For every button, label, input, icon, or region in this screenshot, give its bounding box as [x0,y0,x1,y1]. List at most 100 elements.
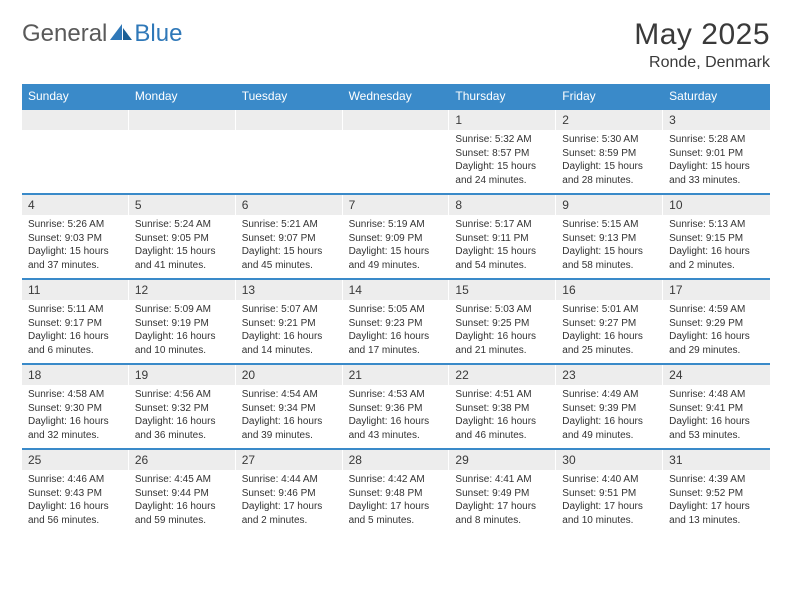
daylight-text: Daylight: 16 hours and 6 minutes. [28,330,123,357]
sunrise-text: Sunrise: 4:54 AM [242,388,337,402]
sunset-text: Sunset: 8:59 PM [562,147,657,161]
daylight-text: Daylight: 15 hours and 45 minutes. [242,245,337,272]
day-number: 12 [129,280,236,300]
daylight-text: Daylight: 16 hours and 49 minutes. [562,415,657,442]
day-number: 31 [663,450,770,470]
sunset-text: Sunset: 9:41 PM [669,402,764,416]
daylight-text: Daylight: 15 hours and 33 minutes. [669,160,764,187]
logo-text-part1: General [22,20,107,48]
day-number: 9 [556,195,663,215]
day-number: 23 [556,365,663,385]
daylight-text: Daylight: 15 hours and 41 minutes. [135,245,230,272]
weekday-label: Friday [556,84,663,108]
daylight-text: Daylight: 17 hours and 5 minutes. [349,500,444,527]
day-cell: Sunrise: 4:49 AMSunset: 9:39 PMDaylight:… [556,385,663,448]
weekday-label: Sunday [22,84,129,108]
sunrise-text: Sunrise: 5:24 AM [135,218,230,232]
day-cell: Sunrise: 4:44 AMSunset: 9:46 PMDaylight:… [236,470,343,533]
day-cell [129,130,236,193]
title-block: May 2025 Ronde, Denmark [634,18,770,72]
day-number [129,110,236,130]
sunset-text: Sunset: 9:15 PM [669,232,764,246]
week-row: 18192021222324Sunrise: 4:58 AMSunset: 9:… [22,363,770,448]
sunrise-text: Sunrise: 4:49 AM [562,388,657,402]
sunset-text: Sunset: 9:39 PM [562,402,657,416]
sunrise-text: Sunrise: 5:32 AM [455,133,550,147]
day-number-row: 45678910 [22,195,770,215]
sunrise-text: Sunrise: 4:48 AM [669,388,764,402]
daylight-text: Daylight: 16 hours and 25 minutes. [562,330,657,357]
day-number: 24 [663,365,770,385]
sunset-text: Sunset: 9:03 PM [28,232,123,246]
sunrise-text: Sunrise: 4:58 AM [28,388,123,402]
daylight-text: Daylight: 17 hours and 8 minutes. [455,500,550,527]
day-number: 5 [129,195,236,215]
day-cell: Sunrise: 5:09 AMSunset: 9:19 PMDaylight:… [129,300,236,363]
daylight-text: Daylight: 16 hours and 56 minutes. [28,500,123,527]
calendar-body: 123Sunrise: 5:32 AMSunset: 8:57 PMDaylig… [22,108,770,533]
sunset-text: Sunset: 9:23 PM [349,317,444,331]
sunset-text: Sunset: 9:01 PM [669,147,764,161]
day-number: 14 [343,280,450,300]
daylight-text: Daylight: 17 hours and 13 minutes. [669,500,764,527]
day-cell: Sunrise: 5:30 AMSunset: 8:59 PMDaylight:… [556,130,663,193]
week-row: 123 Sunrise: 5:32 AMSunset: 8:57 PM Daylig… [22,108,770,193]
sunset-text: Sunset: 9:34 PM [242,402,337,416]
sunrise-text: Sunrise: 4:53 AM [349,388,444,402]
sunset-text: Sunset: 9:52 PM [669,487,764,501]
sunrise-text: Sunrise: 4:59 AM [669,303,764,317]
day-number: 21 [343,365,450,385]
day-number: 15 [449,280,556,300]
day-cell: Sunrise: 4:42 AMSunset: 9:48 PMDaylight:… [343,470,450,533]
daylight-text: Daylight: 16 hours and 43 minutes. [349,415,444,442]
day-cell: Sunrise: 5:24 AMSunset: 9:05 PMDaylight:… [129,215,236,278]
day-content-row: Sunrise: 5:26 AMSunset: 9:03 PMDaylight:… [22,215,770,278]
sunrise-text: Sunrise: 5:15 AM [562,218,657,232]
daylight-text: Daylight: 17 hours and 2 minutes. [242,500,337,527]
day-cell: Sunrise: 5:07 AMSunset: 9:21 PMDaylight:… [236,300,343,363]
day-number: 2 [556,110,663,130]
daylight-text: Daylight: 15 hours and 54 minutes. [455,245,550,272]
sunrise-text: Sunrise: 4:44 AM [242,473,337,487]
sunset-text: Sunset: 9:13 PM [562,232,657,246]
daylight-text: Daylight: 16 hours and 32 minutes. [28,415,123,442]
day-cell: Sunrise: 5:19 AMSunset: 9:09 PMDaylight:… [343,215,450,278]
sunrise-text: Sunrise: 4:40 AM [562,473,657,487]
sunset-text: Sunset: 9:11 PM [455,232,550,246]
daylight-text: Daylight: 15 hours and 49 minutes. [349,245,444,272]
sunrise-text: Sunrise: 5:07 AM [242,303,337,317]
sunrise-text: Sunrise: 5:09 AM [135,303,230,317]
month-title: May 2025 [634,18,770,52]
calendar-weekday-header: Sunday Monday Tuesday Wednesday Thursday… [22,84,770,108]
sunset-text: Sunset: 9:25 PM [455,317,550,331]
day-number: 28 [343,450,450,470]
daylight-text: Daylight: 16 hours and 46 minutes. [455,415,550,442]
day-number: 7 [343,195,450,215]
sunrise-text: Sunrise: 4:41 AM [455,473,550,487]
day-number-row: 11121314151617 [22,280,770,300]
daylight-text: Daylight: 16 hours and 39 minutes. [242,415,337,442]
day-cell: Sunrise: 5:03 AMSunset: 9:25 PMDaylight:… [449,300,556,363]
sunrise-text: Sunrise: 4:46 AM [28,473,123,487]
week-row: 25262728293031Sunrise: 4:46 AMSunset: 9:… [22,448,770,533]
sunset-text: Sunset: 8:57 PM [455,147,550,161]
daylight-text: Daylight: 16 hours and 21 minutes. [455,330,550,357]
daylight-text: Daylight: 16 hours and 53 minutes. [669,415,764,442]
day-number: 1 [449,110,556,130]
logo-sail-icon [110,24,132,42]
day-number: 27 [236,450,343,470]
sunrise-text: Sunrise: 4:56 AM [135,388,230,402]
day-cell: Sunrise: 5:26 AMSunset: 9:03 PMDaylight:… [22,215,129,278]
day-number: 3 [663,110,770,130]
daylight-text: Daylight: 17 hours and 10 minutes. [562,500,657,527]
day-cell: Sunrise: 4:46 AMSunset: 9:43 PMDaylight:… [22,470,129,533]
daylight-text: Daylight: 16 hours and 2 minutes. [669,245,764,272]
day-cell: Sunrise: 4:40 AMSunset: 9:51 PMDaylight:… [556,470,663,533]
week-row: 45678910Sunrise: 5:26 AMSunset: 9:03 PMD… [22,193,770,278]
sunrise-text: Sunrise: 5:03 AM [455,303,550,317]
sunset-text: Sunset: 9:21 PM [242,317,337,331]
day-content-row: Sunrise: 5:11 AMSunset: 9:17 PMDaylight:… [22,300,770,363]
sunset-text: Sunset: 9:36 PM [349,402,444,416]
sunrise-text: Sunrise: 5:05 AM [349,303,444,317]
day-number: 11 [22,280,129,300]
